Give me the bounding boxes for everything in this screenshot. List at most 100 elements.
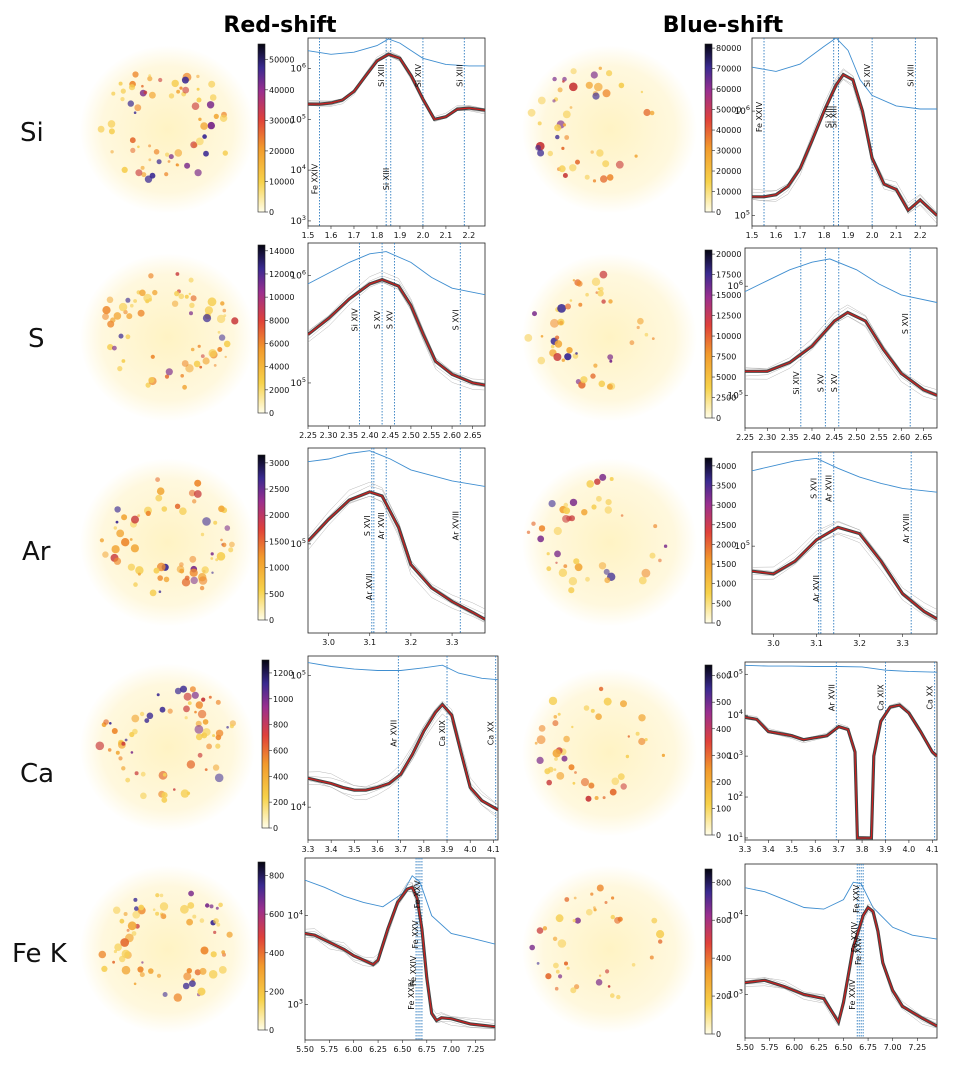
map-pixel: [562, 515, 570, 523]
map-pixel: [625, 754, 630, 759]
map-pixel: [644, 738, 648, 742]
map-pixel: [215, 743, 221, 749]
map-pixel: [165, 152, 170, 157]
map-pixel: [121, 949, 130, 959]
x-tick-label: 2.25: [736, 433, 754, 442]
x-tick-label: 3.7: [394, 845, 407, 854]
spectrum-spread: [308, 481, 485, 610]
map-pixel: [212, 734, 216, 738]
map-pixel: [578, 302, 583, 307]
map-pixel: [569, 299, 573, 302]
map-pixel: [569, 498, 578, 507]
map-pixel: [182, 384, 188, 390]
colorbar-tick-label: 6000: [269, 339, 289, 348]
map-pixel: [121, 538, 130, 547]
colorbar-tick-label: 2000: [269, 511, 289, 520]
emission-map-0-0: [80, 45, 255, 214]
map-pixel: [112, 345, 117, 351]
map-pixel: [200, 532, 205, 537]
plot-area: S XVI Ar XVII Ar XVII Ar XVIII: [308, 448, 485, 633]
map-pixel: [658, 939, 663, 944]
map-pixel: [202, 357, 210, 365]
x-tick-label: 2.40: [361, 431, 379, 440]
element-label-s: S: [28, 324, 45, 354]
map-pixel: [191, 691, 199, 699]
map-pixel: [115, 520, 119, 524]
x-tick-label: 3.6: [371, 845, 384, 854]
line-label: Fe XXIV: [755, 101, 764, 132]
panel-ca-red: 0 200 400 600 800 1000 1200 Ar XVII Ca XIX Ca XX 3…: [261, 655, 500, 854]
map-pixel: [184, 294, 189, 299]
map-pixel: [141, 961, 144, 964]
map-pixel: [202, 314, 212, 323]
x-tick-label: 6.75: [859, 1043, 877, 1052]
x-tick-label: 1.8: [818, 231, 831, 240]
plot-frame: [751, 451, 938, 635]
line-label: Si XIII: [906, 64, 915, 86]
plot-frame: [307, 242, 486, 427]
map-pixel: [139, 289, 146, 297]
line-label: Fe XXIV: [850, 921, 859, 952]
x-tick-label: 1.9: [394, 231, 407, 240]
colorbar-tick-label: 8000: [269, 316, 289, 325]
y-tick-label: 105: [727, 667, 743, 680]
map-pixel: [546, 552, 550, 556]
line-label: Si XIV: [792, 371, 801, 395]
reference-spectrum: [308, 38, 485, 67]
map-pixel: [153, 567, 160, 574]
emission-map-1-1: [522, 253, 697, 422]
map-pixel: [598, 686, 604, 692]
colorbar-tick-label: 0: [716, 619, 721, 628]
map-pixel: [118, 756, 123, 761]
colorbar-tick-label: 300: [716, 751, 731, 760]
map-pixel: [171, 79, 179, 88]
map-pixel: [226, 931, 233, 938]
panel-s-red: 0 2000 4000 6000 8000 10000 12000 14000 Si XIV S …: [257, 242, 486, 440]
map-pixel: [155, 494, 163, 502]
map-pixel: [218, 505, 225, 513]
map-pixel: [603, 697, 612, 706]
map-pixel: [125, 334, 131, 340]
panel-ar-blue: 0 500 1000 1500 2000 2500 3000 3500 4000 S XVI Ar …: [704, 451, 938, 648]
map-pixel: [156, 159, 162, 165]
colorbar-tick-label: 500: [716, 698, 731, 707]
x-tick-label: 3.1: [363, 638, 376, 647]
map-pixel: [216, 314, 226, 324]
colorbar: [704, 664, 713, 836]
x-tick-label: 1.6: [770, 231, 783, 240]
line-label: Si XIII: [825, 106, 834, 128]
map-pixel: [552, 749, 561, 758]
line-label: Ca XIX: [876, 684, 885, 711]
y-tick-label: 104: [727, 708, 743, 721]
colorbar-tick-label: 4000: [269, 363, 289, 372]
x-tick-label: 2.65: [464, 431, 482, 440]
map-pixel: [207, 297, 217, 307]
reference-spectrum: [752, 38, 937, 110]
map-pixel: [216, 922, 221, 927]
map-pixel: [558, 165, 566, 173]
map-pixel: [610, 993, 615, 998]
map-pixel: [215, 906, 219, 910]
line-label: Si XIII: [382, 168, 391, 190]
map-pixel: [610, 914, 615, 920]
map-pixel: [95, 741, 105, 751]
line-label: Si XIV: [863, 63, 872, 87]
map-pixel: [171, 300, 179, 307]
x-tick-label: 2.65: [915, 433, 933, 442]
map-pixel: [200, 354, 205, 358]
spectrum-spread: [752, 533, 937, 623]
colorbar-tick-label: 10000: [716, 332, 741, 341]
map-pixel: [534, 741, 538, 745]
map-pixel: [179, 568, 185, 574]
plot-area: Ar XVII Ca XIX Ca XX: [308, 656, 498, 840]
colorbar: [704, 249, 713, 419]
y-tick-label: 104: [290, 800, 306, 813]
element-label-ar: Ar: [22, 537, 51, 567]
map-pixel: [537, 535, 545, 543]
map-pixel: [569, 515, 575, 522]
map-pixel: [592, 179, 597, 183]
line-label: Fe XXV: [413, 880, 422, 909]
map-pixel: [139, 711, 145, 717]
map-pixel: [212, 764, 220, 771]
